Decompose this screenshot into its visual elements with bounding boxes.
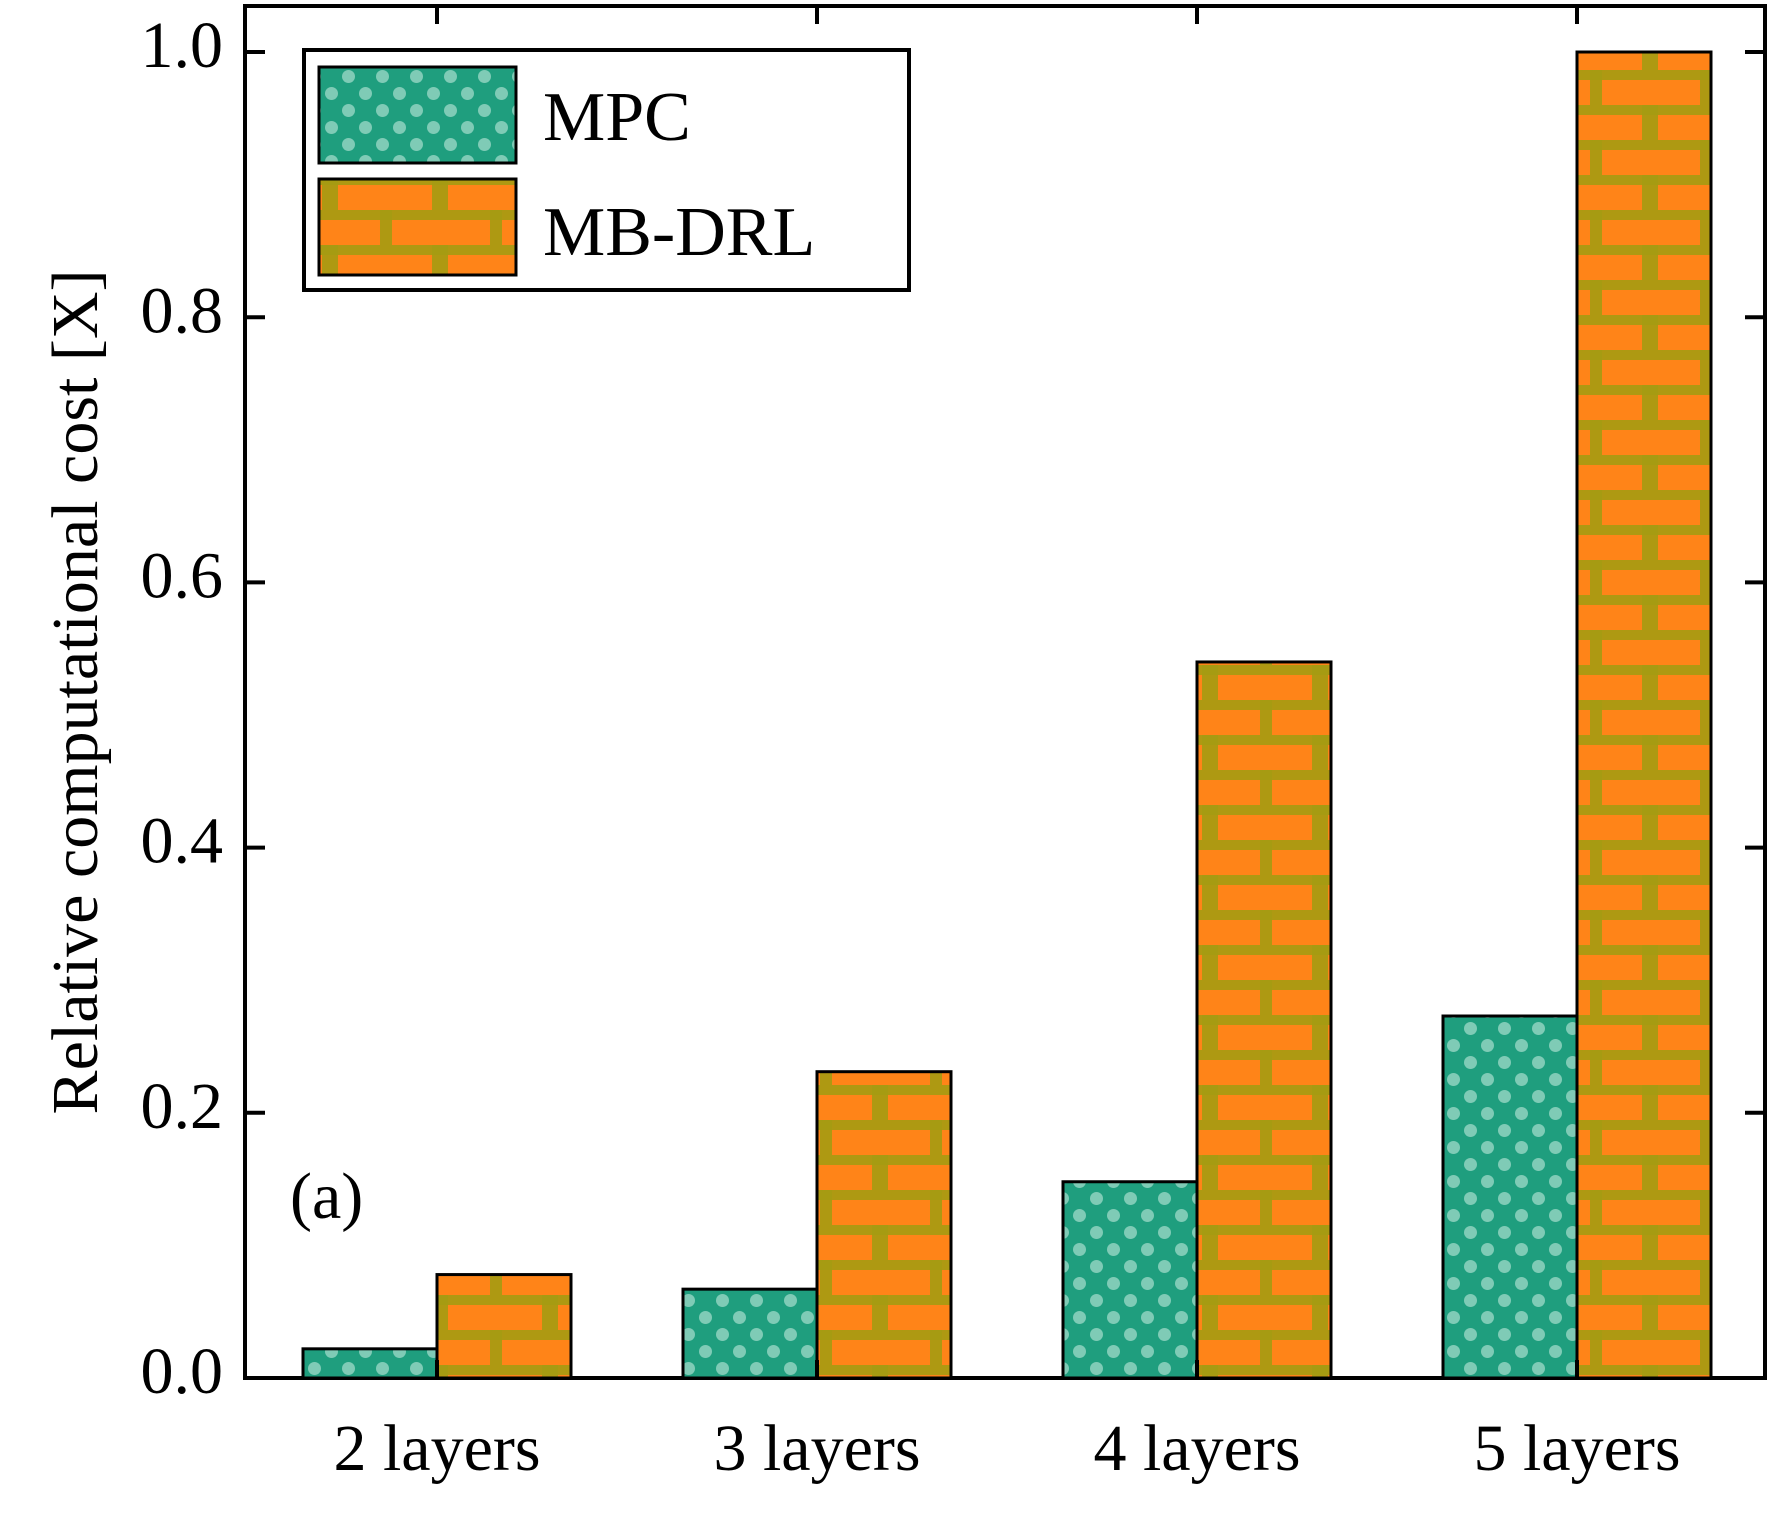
y-tick-label: 0.8 — [141, 274, 224, 347]
bar-mbdrl-3-layers — [815, 1070, 953, 1380]
y-axis-title: Relative computational cost [X] — [39, 270, 112, 1115]
y-tick-label: 1.0 — [141, 9, 224, 82]
x-category-label: 3 layers — [713, 1412, 920, 1485]
legend-swatch-mbdrl — [317, 177, 518, 277]
legend-label-mbdrl: MB-DRL — [543, 194, 815, 271]
bar-mbdrl-2-layers — [435, 1273, 573, 1380]
legend-swatch-mpc — [317, 65, 518, 165]
x-category-label: 2 layers — [333, 1412, 540, 1485]
bar-mpc-3-layers — [681, 1287, 819, 1380]
bar-mpc-4-layers — [1061, 1180, 1199, 1380]
y-tick-label: 0.0 — [141, 1335, 224, 1408]
bar-mpc-2-layers — [301, 1347, 439, 1380]
legend-label-mpc: MPC — [543, 79, 691, 156]
y-ticks-group: 0.0 0.2 0.4 0.6 0.8 1.0 — [141, 9, 1765, 1408]
bar-mbdrl-5-layers — [1575, 50, 1713, 1380]
y-tick-label: 0.4 — [141, 805, 224, 878]
panel-label: (a) — [290, 1160, 363, 1233]
bar-mpc-5-layers — [1441, 1014, 1579, 1380]
bars-group — [301, 50, 1713, 1380]
x-category-label: 5 layers — [1473, 1412, 1680, 1485]
y-tick-label: 0.6 — [141, 540, 224, 613]
x-category-label: 4 layers — [1093, 1412, 1300, 1485]
y-tick-label: 0.2 — [141, 1070, 224, 1143]
x-category-labels: 2 layers 3 layers 4 layers 5 layers — [333, 6, 1681, 1485]
bar-mbdrl-4-layers — [1195, 660, 1333, 1380]
plot-area-frame — [243, 4, 1767, 1380]
legend: MPC MB-DRL — [302, 48, 911, 292]
